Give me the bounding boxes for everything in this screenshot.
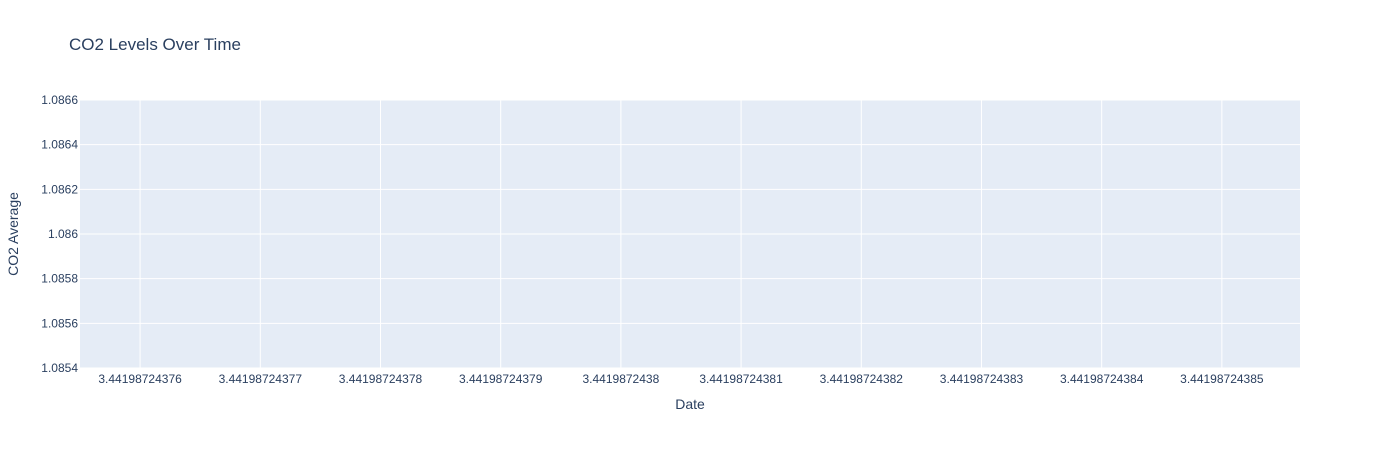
y-gridlines xyxy=(80,99,1300,369)
x-tick-labels: 3.44198724376 3.44198724377 3.44198724378 3… xyxy=(98,372,1264,386)
x-axis-label: Date xyxy=(675,396,705,412)
y-tick-label: 1.086 xyxy=(48,227,78,241)
y-tick-label: 1.0866 xyxy=(41,93,78,107)
chart-title: CO2 Levels Over Time xyxy=(69,35,241,54)
x-tick-label: 3.44198724377 xyxy=(219,372,303,386)
x-tick-label: 3.44198724378 xyxy=(339,372,423,386)
x-tick-label: 3.44198724383 xyxy=(940,372,1024,386)
y-tick-label: 1.0854 xyxy=(41,361,78,375)
x-tick-label: 3.44198724385 xyxy=(1180,372,1264,386)
x-tick-label: 3.44198724381 xyxy=(699,372,783,386)
x-gridlines xyxy=(139,100,1223,368)
y-tick-label: 1.0864 xyxy=(41,138,78,152)
x-tick-label: 3.44198724382 xyxy=(820,372,904,386)
y-tick-label: 1.0862 xyxy=(41,182,78,196)
x-tick-label: 3.4419872438 xyxy=(583,372,660,386)
x-tick-label: 3.44198724376 xyxy=(98,372,182,386)
y-tick-label: 1.0858 xyxy=(41,272,78,286)
y-tick-labels: 1.0854 1.0856 1.0858 1.086 1.0862 1.0864 1.086… xyxy=(41,93,78,375)
y-axis-label: CO2 Average xyxy=(5,192,21,276)
x-tick-label: 3.44198724384 xyxy=(1060,372,1144,386)
x-tick-label: 3.44198724379 xyxy=(459,372,543,386)
y-tick-label: 1.0856 xyxy=(41,316,78,330)
